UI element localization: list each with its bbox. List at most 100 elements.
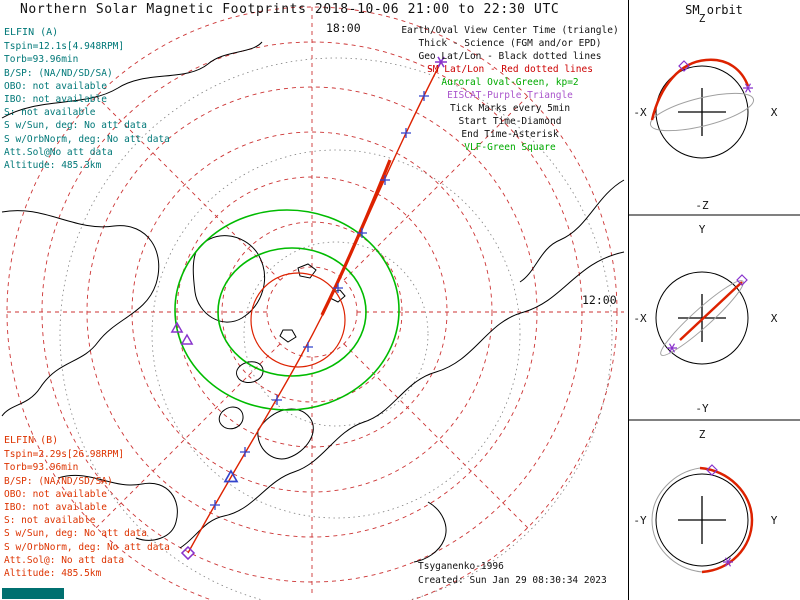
- coastline-path: [279, 329, 297, 343]
- legend-item: Tick Marks every 5min: [449, 103, 571, 114]
- mlt-label-right: 12:00: [582, 293, 617, 307]
- sm-orbit-panels: Z -X X -Z Y -X X -Y: [628, 0, 800, 600]
- elfin-a-line: S: not available: [4, 107, 96, 119]
- elfin-b-info-block: ELFIN (B) Tspin=2.29s[26.98RPM] Torb=93.…: [4, 434, 170, 580]
- axis-label-bottom: -Y: [695, 402, 709, 415]
- legend-item: Thick - Science (FGM and/or EPD): [418, 38, 602, 49]
- elfin-a-name: ELFIN (A): [4, 27, 59, 38]
- axis-label-left: -X: [633, 312, 647, 325]
- created-timestamp: Created: Sun Jan 29 08:30:34 2023: [418, 575, 607, 586]
- elfin-b-line: IBO: not available: [4, 502, 107, 514]
- earth-circle: [655, 65, 749, 159]
- coastline-path: [1, 210, 160, 417]
- axis-label-top: Z: [699, 428, 706, 441]
- orbit-ellipse: [651, 467, 703, 573]
- elfin-a-info-block: ELFIN (A) Tspin=12.1s[4.948RPM] Torb=93.…: [4, 26, 170, 172]
- elfin-a-line: S w/OrbNorm, deg: No att data: [4, 133, 170, 145]
- elfin-b-line: OBO: not available: [4, 488, 107, 500]
- geo-lat-circle: [59, 57, 613, 600]
- legend-item: VLF-Green Square: [464, 142, 556, 153]
- coastline-path: [57, 474, 178, 541]
- geo-lat-circle: [151, 149, 521, 519]
- orbit-science-arc: [650, 58, 750, 121]
- axis-cross: [678, 496, 726, 544]
- axis-label-right: Y: [771, 514, 778, 527]
- elfin-a-line: Tspin=12.1s[4.948RPM]: [4, 41, 125, 53]
- elfin-b-line: B/SP: (NA/ND/SD/SA): [4, 475, 113, 487]
- elfin-b-line: Torb=93.96min: [4, 462, 79, 474]
- earth-circle: [655, 473, 749, 567]
- sm-lon-line: [95, 343, 281, 529]
- sm-lon-line: [343, 343, 529, 529]
- auroral-oval-inner: [217, 247, 367, 377]
- orbit-panel-xy: Y -X X -Y: [633, 223, 777, 415]
- orbit-end-asterisk-icon: [666, 343, 678, 353]
- coastline-path: [413, 501, 447, 563]
- orbit-markers: [706, 464, 734, 567]
- map-legend: Earth/Oval View Center Time (triangle) T…: [392, 24, 628, 154]
- sm-orbit-title: SM orbit: [685, 3, 743, 17]
- sm-lat-circle: [266, 266, 358, 358]
- elfin-a-line: Att.Sol@No att data: [4, 146, 113, 158]
- polar-footprint-map: 18:00 12:00: [1, 6, 625, 600]
- model-label: Tsyganenko-1996: [418, 561, 504, 572]
- orbit-panel-yz: Z -Y Y: [633, 428, 778, 574]
- legend-item: Auroral Oval-Green, kp=2: [441, 77, 579, 88]
- panel-separators: [628, 0, 800, 600]
- axis-label-right: X: [771, 312, 778, 325]
- orbit-science-arc: [699, 466, 754, 574]
- elfin-a-line: Altitude: 485.3km: [4, 160, 102, 172]
- orbit-science-arc: [679, 281, 743, 341]
- axis-label-bottom: -Z: [695, 199, 709, 212]
- coastline-path: [218, 406, 244, 430]
- elfin-b-line: Tspin=2.29s[26.98RPM]: [4, 449, 125, 461]
- sm-lon-line: [95, 95, 281, 281]
- elfin-b-line: S w/Sun, deg: No att data: [4, 528, 147, 540]
- track-science-thick: [320, 159, 392, 316]
- axis-label-left: -X: [633, 106, 647, 119]
- legend-item: Start Time-Diamond: [458, 116, 562, 127]
- coastlines: [1, 41, 625, 563]
- sm-lat-circle: [221, 221, 403, 403]
- legend-item: EISCAT-Purple Triangle: [447, 90, 573, 101]
- elfin-a-line: S w/Sun, deg: No att data: [4, 120, 147, 132]
- legend-item: End Time-Asterisk: [461, 129, 559, 140]
- orbit-panel-xz: Z -X X -Z: [633, 12, 777, 212]
- eiscat-triangle-icon: [181, 334, 193, 345]
- axis-cross: [678, 88, 726, 136]
- mlt-label-top: 18:00: [326, 21, 361, 35]
- legend-item: SM Lat/Lon - Red dotted lines: [427, 64, 593, 75]
- legend-item: Geo Lat/Lon - Black dotted lines: [418, 51, 602, 62]
- elfin-a-line: IBO: not available: [4, 94, 107, 106]
- geo-lat-circle: [243, 241, 429, 427]
- axis-label-right: X: [771, 106, 778, 119]
- elfin-b-line: S w/OrbNorm, deg: No att data: [4, 541, 170, 553]
- legend-item: Earth/Oval View Center Time (triangle): [401, 25, 619, 36]
- coastline-path: [297, 263, 317, 279]
- coastline-path: [179, 251, 625, 549]
- sm-inner-solid-circle: [250, 272, 346, 368]
- elfin-a-line: OBO: not available: [4, 80, 107, 92]
- axis-label-top: Y: [699, 223, 706, 236]
- sm-lat-circle: [131, 131, 493, 493]
- earth-circle: [655, 271, 749, 365]
- elfin-b-line: Altitude: 485.5km: [4, 568, 102, 580]
- sm-lon-line: [343, 95, 529, 281]
- coastline-path: [1, 41, 263, 119]
- coastline-path: [192, 235, 266, 323]
- axis-label-top: Z: [699, 12, 706, 25]
- elfin-a-line: B/SP: (NA/ND/SD/SA): [4, 67, 113, 79]
- tick-plus-icon: [209, 499, 221, 511]
- orbit-ellipse: [649, 92, 755, 132]
- coastline-path: [236, 361, 264, 383]
- auroral-oval: [174, 209, 400, 411]
- elfin-a-line: Torb=93.96min: [4, 54, 79, 66]
- sm-graticule: [6, 6, 624, 600]
- geo-graticule: [59, 57, 613, 600]
- axis-label-left: -Y: [633, 514, 647, 527]
- eiscat-markers: [171, 322, 193, 345]
- coastline-path: [519, 179, 625, 283]
- elfin-b-line: S: not available: [4, 515, 96, 527]
- elfin-b-line: Att.Sol@: No att data: [4, 554, 125, 566]
